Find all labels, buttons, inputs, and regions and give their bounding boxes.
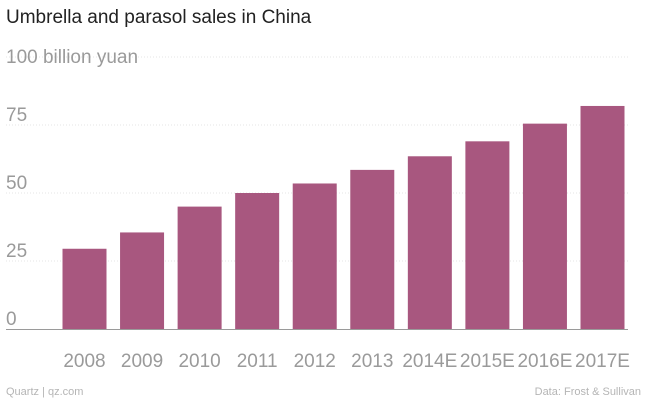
bar-2011 (235, 193, 280, 329)
y-tick-label: 50 (6, 173, 27, 194)
x-tick-label: 2012 (294, 351, 336, 372)
bar-2008 (62, 248, 107, 329)
bar-2016E (522, 123, 567, 329)
footer-source-right: Data: Frost & Sullivan (534, 386, 641, 398)
x-tick-label: 2016E (517, 351, 572, 372)
x-tick-labels: 2008 2009 2010 2011 2012 2013 2014E 2015E 2016E 2… (63, 351, 630, 372)
y-tick-label: 25 (6, 241, 27, 262)
bars (62, 105, 625, 330)
chart-title: Umbrella and parasol sales in China (6, 7, 312, 28)
x-tick-label: 2011 (237, 351, 278, 372)
bar-2010 (177, 206, 222, 329)
x-tick-label: 2017E (575, 351, 630, 372)
bar-2017E (580, 105, 625, 330)
y-tick-labels: 0 25 50 75 (6, 105, 27, 330)
footer-source-left: Quartz | qz.com (6, 386, 84, 398)
bar-2014E (407, 156, 452, 329)
x-tick-label: 2010 (178, 351, 220, 372)
bar-2015E (465, 141, 510, 329)
bar-2012 (292, 183, 337, 329)
x-tick-label: 2015E (460, 351, 515, 372)
x-tick-label: 2013 (351, 351, 393, 372)
x-tick-label: 2009 (121, 351, 163, 372)
y-axis-unit-label: 100 billion yuan (6, 47, 138, 68)
bar-2013 (350, 169, 395, 329)
x-tick-label: 2014E (402, 351, 457, 372)
x-tick-label: 2008 (63, 351, 105, 372)
y-tick-label: 0 (6, 309, 17, 330)
y-tick-label: 75 (6, 105, 27, 126)
bar-2009 (120, 232, 165, 329)
